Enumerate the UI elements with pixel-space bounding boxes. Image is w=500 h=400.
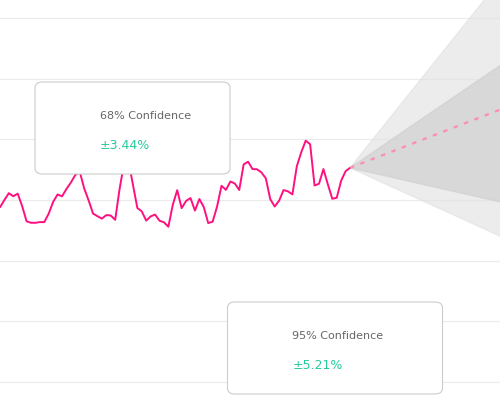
- Text: ±5.21%: ±5.21%: [292, 359, 343, 372]
- FancyBboxPatch shape: [228, 302, 442, 394]
- Text: 95% Confidence: 95% Confidence: [292, 331, 384, 341]
- FancyBboxPatch shape: [35, 82, 230, 174]
- Polygon shape: [350, 59, 500, 204]
- Text: ±3.44%: ±3.44%: [100, 139, 150, 152]
- Polygon shape: [350, 0, 500, 240]
- Text: 68% Confidence: 68% Confidence: [100, 111, 191, 121]
